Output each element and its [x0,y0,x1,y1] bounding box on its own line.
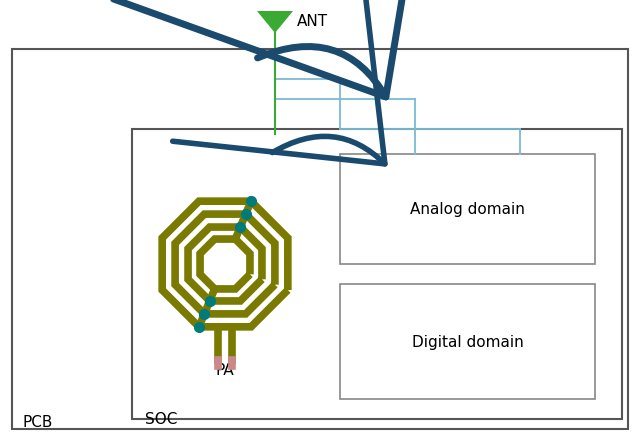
Bar [12,50,628,429]
Text: Analog domain: Analog domain [410,202,525,217]
FancyArrowPatch shape [79,0,439,98]
FancyArrowPatch shape [173,0,385,165]
Text: SOC: SOC [145,411,177,426]
Bar [340,284,595,399]
Text: ANT: ANT [297,14,328,29]
Bar [132,130,622,419]
Bar [340,155,595,265]
Polygon shape [257,12,293,34]
Text: PA: PA [216,362,234,377]
Text: PCB: PCB [22,414,52,429]
Text: Digital domain: Digital domain [412,334,524,349]
